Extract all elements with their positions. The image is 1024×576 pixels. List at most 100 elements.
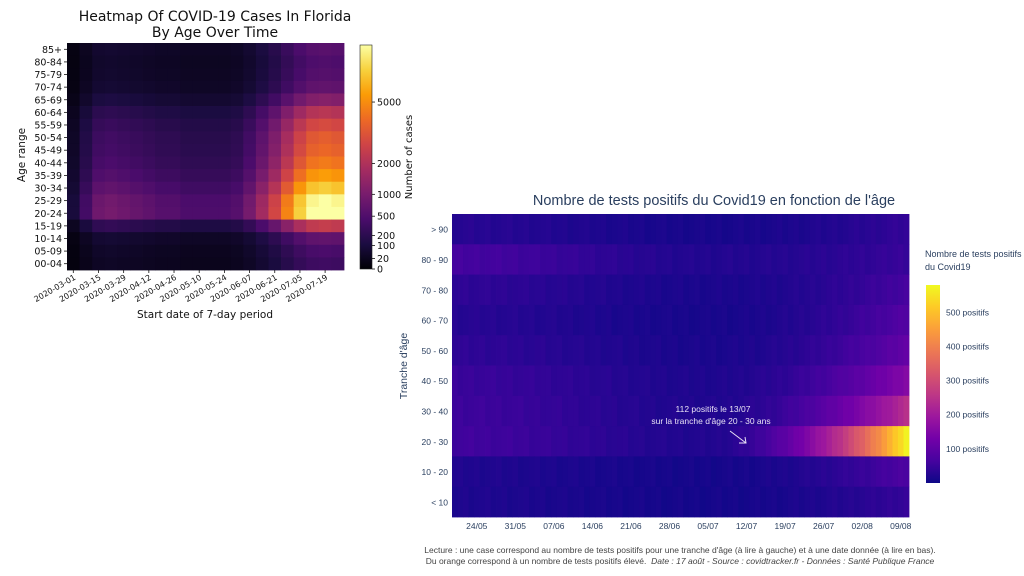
heatmap-cell: [551, 214, 558, 245]
heatmap-cell: [205, 156, 219, 170]
heatmap-cell: [155, 194, 169, 208]
heatmap-cell: [268, 206, 282, 220]
heatmap-cell: [567, 304, 574, 336]
heatmap-cell: [490, 214, 497, 245]
heatmap-cell: [655, 304, 662, 336]
heatmap-cell: [683, 456, 690, 488]
heatmap-cell: [853, 335, 860, 366]
heatmap-cell: [92, 143, 106, 157]
heatmap-cell: [881, 486, 888, 518]
heatmap-cell: [117, 80, 131, 94]
heatmap-cell: [826, 335, 833, 366]
heatmap-cell: [859, 365, 866, 397]
heatmap-cell: [875, 304, 882, 336]
heatmap-cell: [782, 244, 789, 275]
heatmap-cell: [501, 244, 508, 275]
heatmap-cell: [589, 244, 596, 275]
heatmap-cell: [699, 426, 706, 457]
heatmap-cell: [837, 426, 844, 457]
heatmap-cell: [864, 426, 871, 457]
heatmap-cell: [666, 304, 673, 336]
heatmap-cell: [666, 426, 673, 457]
heatmap-cell: [859, 274, 866, 306]
heatmap-cell: [255, 43, 269, 57]
heatmap-cell: [771, 274, 778, 306]
heatmap-cell: [512, 365, 519, 397]
heatmap-cell: [79, 169, 93, 183]
x-tick-label: 09/08: [890, 521, 912, 531]
heatmap-cell: [875, 395, 882, 427]
heatmap-cell: [67, 68, 80, 82]
heatmap-cell: [787, 486, 794, 518]
heatmap-cell: [556, 304, 563, 336]
heatmap-cell: [749, 395, 756, 427]
x-tick-label: 05/07: [697, 521, 719, 531]
heatmap-cell: [853, 274, 860, 306]
heatmap-cell: [864, 486, 871, 518]
heatmap-cell: [644, 365, 651, 397]
heatmap-cell: [842, 486, 849, 518]
heatmap-cell: [705, 244, 712, 275]
heatmap-cell: [255, 257, 269, 271]
heatmap-cell: [485, 426, 491, 457]
heatmap-cell: [870, 244, 877, 275]
heatmap-cell: [92, 181, 106, 195]
heatmap-cell: [192, 80, 206, 94]
heatmap-cell: [180, 194, 194, 208]
y-tick-label: 10 - 20: [422, 467, 449, 477]
heatmap-cell: [721, 486, 728, 518]
heatmap-cell: [732, 486, 739, 518]
heatmap-cell: [293, 93, 307, 107]
heatmap-cell: [677, 395, 684, 427]
heatmap-cell: [129, 68, 143, 82]
heatmap-cell: [804, 244, 811, 275]
chart-title: Heatmap Of COVID-19 Cases In Florida: [79, 9, 352, 25]
heatmap-cell: [650, 274, 657, 306]
heatmap-cell: [92, 156, 106, 170]
heatmap-cell: [142, 80, 156, 94]
heatmap-cell: [705, 486, 712, 518]
heatmap-cell: [705, 304, 712, 336]
heatmap-cell: [705, 214, 712, 245]
heatmap-cell: [562, 395, 569, 427]
heatmap-cell: [205, 131, 219, 145]
heatmap-cell: [129, 80, 143, 94]
heatmap-cell: [155, 244, 169, 258]
heatmap-cell: [192, 55, 206, 69]
heatmap-cell: [243, 131, 257, 145]
heatmap-cell: [180, 232, 194, 246]
heatmap-cell: [732, 456, 739, 488]
heatmap-cell: [606, 426, 613, 457]
heatmap-cell: [155, 131, 169, 145]
heatmap-cell: [886, 274, 893, 306]
heatmap-cell: [683, 426, 690, 457]
heatmap-cell: [881, 214, 888, 245]
heatmap-cell: [628, 395, 635, 427]
heatmap-cell: [677, 426, 684, 457]
heatmap-cell: [672, 426, 679, 457]
heatmap-cell: [837, 456, 844, 488]
heatmap-cell: [255, 156, 269, 170]
heatmap-cell: [218, 181, 232, 195]
heatmap-cell: [142, 206, 156, 220]
heatmap-cell: [562, 214, 569, 245]
heatmap-cell: [606, 456, 613, 488]
heatmap-cell: [848, 486, 855, 518]
heatmap-cell: [142, 93, 156, 107]
heatmap-cell: [534, 395, 541, 427]
heatmap-cell: [875, 244, 882, 275]
colorbar: [359, 44, 373, 270]
y-tick-label: 75-79: [34, 70, 62, 81]
heatmap-cell: [809, 365, 816, 397]
heatmap-cell: [578, 426, 585, 457]
heatmap-cell: [331, 43, 345, 57]
heatmap-cell: [853, 456, 860, 488]
heatmap-cell: [306, 43, 320, 57]
heatmap-cell: [573, 426, 580, 457]
heatmap-cell: [749, 456, 756, 488]
heatmap-cell: [306, 55, 320, 69]
heatmap-cell: [710, 244, 717, 275]
heatmap-cell: [243, 169, 257, 183]
heatmap-cell: [268, 106, 282, 120]
heatmap-cell: [167, 169, 181, 183]
